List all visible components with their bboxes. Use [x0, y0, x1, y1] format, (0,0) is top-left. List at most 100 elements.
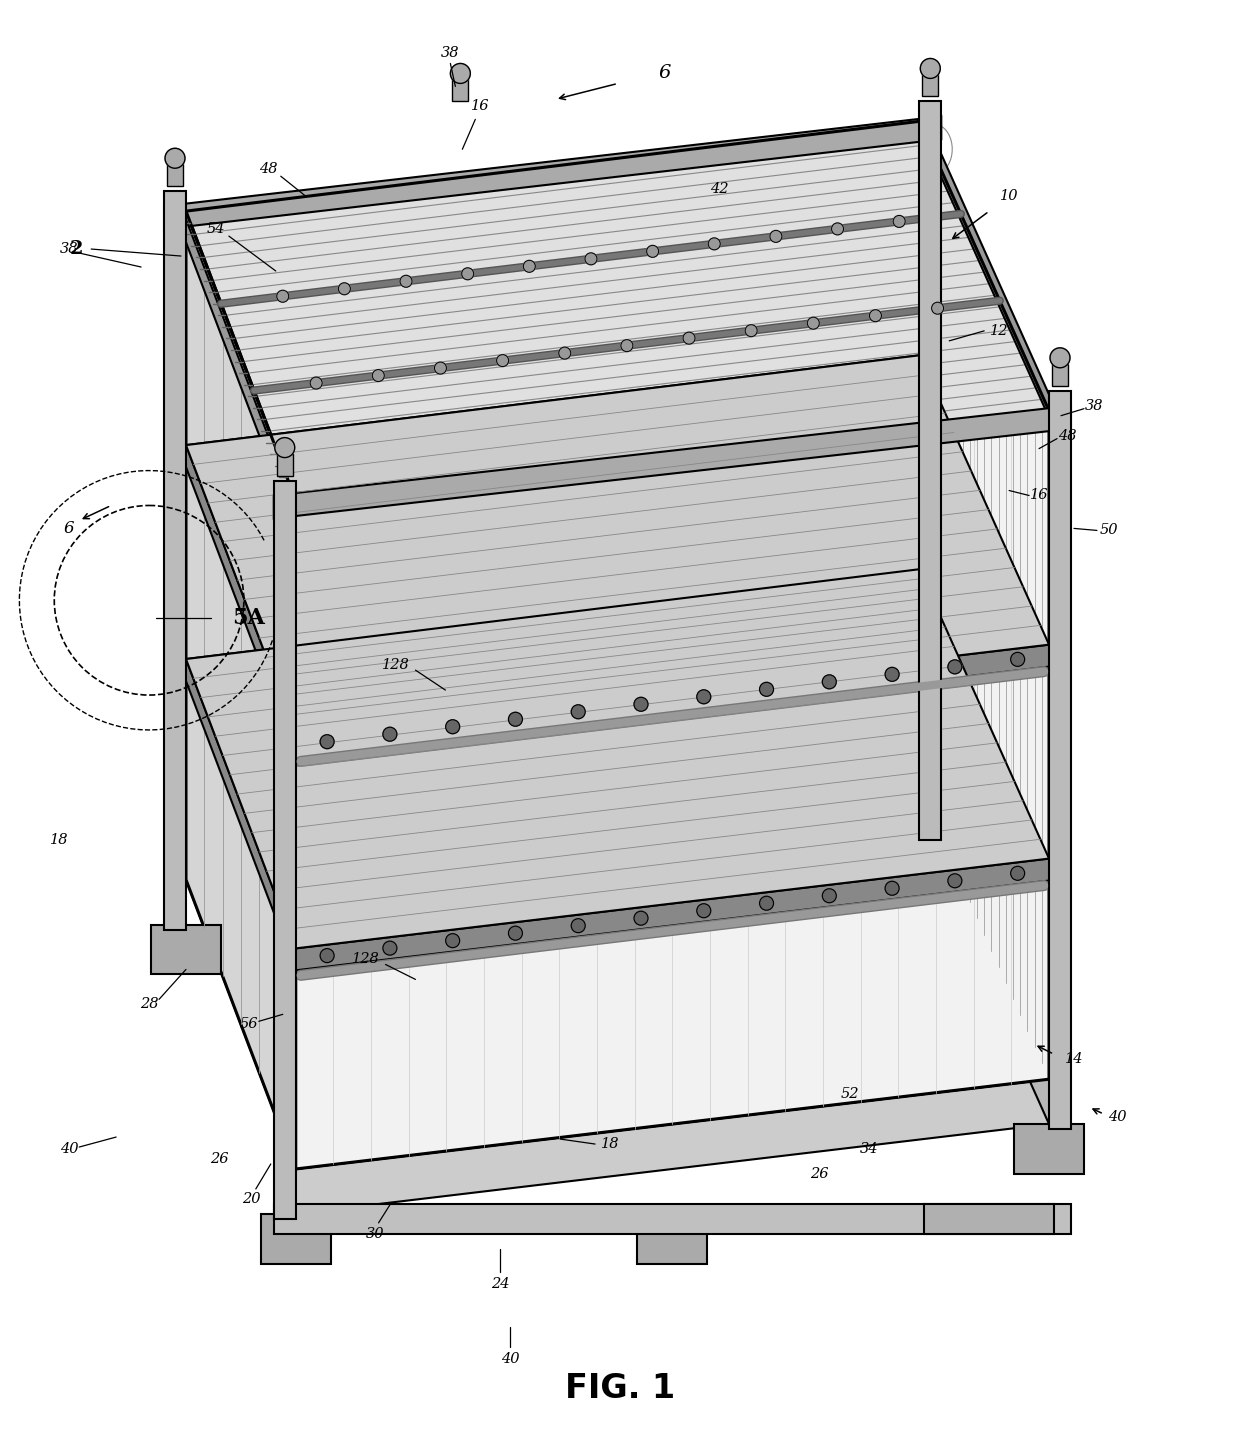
Polygon shape: [295, 645, 1049, 756]
Polygon shape: [295, 410, 1049, 1169]
Polygon shape: [186, 211, 295, 1169]
Circle shape: [401, 275, 412, 287]
Polygon shape: [919, 102, 941, 840]
Polygon shape: [186, 356, 919, 467]
Circle shape: [931, 303, 944, 314]
Circle shape: [310, 377, 322, 389]
Polygon shape: [186, 660, 295, 971]
Polygon shape: [151, 925, 221, 975]
Text: 28: 28: [140, 998, 159, 1011]
Polygon shape: [186, 356, 1049, 734]
Polygon shape: [186, 790, 1049, 1169]
Circle shape: [770, 231, 782, 242]
Circle shape: [508, 926, 522, 941]
Circle shape: [634, 911, 649, 925]
Text: 38: 38: [60, 242, 78, 257]
Text: FIG. 1: FIG. 1: [565, 1372, 675, 1405]
Circle shape: [585, 252, 596, 265]
Circle shape: [885, 667, 899, 681]
Circle shape: [320, 734, 334, 749]
Circle shape: [572, 919, 585, 932]
Polygon shape: [167, 165, 184, 186]
Text: 12: 12: [990, 324, 1008, 338]
Polygon shape: [295, 859, 1049, 971]
Polygon shape: [277, 453, 293, 476]
Circle shape: [445, 934, 460, 948]
Circle shape: [822, 675, 836, 688]
Circle shape: [708, 238, 720, 250]
Polygon shape: [164, 191, 186, 929]
Text: 42: 42: [711, 182, 729, 196]
Text: 48: 48: [259, 162, 278, 176]
Polygon shape: [919, 790, 1049, 1124]
Circle shape: [621, 340, 632, 351]
Circle shape: [572, 704, 585, 718]
Circle shape: [822, 889, 836, 903]
Polygon shape: [186, 122, 1049, 500]
Polygon shape: [274, 406, 1071, 519]
Text: 128: 128: [382, 658, 409, 673]
Circle shape: [445, 720, 460, 734]
Polygon shape: [453, 79, 469, 102]
Text: 6: 6: [658, 65, 671, 82]
Polygon shape: [1052, 364, 1068, 386]
Polygon shape: [274, 1205, 1071, 1233]
Circle shape: [496, 354, 508, 367]
Circle shape: [320, 949, 334, 962]
Text: 38: 38: [441, 46, 460, 60]
Text: 128: 128: [352, 952, 379, 967]
Circle shape: [745, 324, 758, 337]
Circle shape: [646, 245, 658, 257]
Circle shape: [275, 437, 295, 457]
Text: 48: 48: [1058, 429, 1076, 443]
Circle shape: [559, 347, 570, 358]
Circle shape: [383, 727, 397, 741]
Circle shape: [634, 697, 649, 711]
Circle shape: [869, 310, 882, 321]
Polygon shape: [923, 75, 939, 96]
Polygon shape: [884, 835, 955, 885]
Circle shape: [920, 59, 940, 79]
Circle shape: [683, 333, 694, 344]
Text: 56: 56: [239, 1017, 258, 1031]
Text: 54: 54: [207, 222, 226, 237]
Text: 6: 6: [64, 521, 74, 536]
Polygon shape: [919, 122, 1049, 1080]
Circle shape: [893, 215, 905, 228]
Polygon shape: [295, 1080, 1049, 1215]
Circle shape: [508, 713, 522, 726]
Text: 18: 18: [50, 833, 68, 846]
Circle shape: [807, 317, 820, 330]
Polygon shape: [186, 569, 1049, 948]
Circle shape: [165, 148, 185, 168]
Text: 10: 10: [999, 189, 1018, 204]
Text: 16: 16: [1029, 489, 1048, 502]
Circle shape: [434, 363, 446, 374]
Circle shape: [760, 896, 774, 911]
Text: 24: 24: [491, 1276, 510, 1291]
Text: 16: 16: [471, 99, 490, 113]
Text: 18: 18: [600, 1137, 619, 1152]
Circle shape: [947, 660, 962, 674]
Text: 26: 26: [210, 1152, 228, 1166]
Circle shape: [832, 222, 843, 235]
Circle shape: [947, 873, 962, 888]
Circle shape: [697, 903, 711, 918]
Circle shape: [372, 370, 384, 381]
Text: 34: 34: [861, 1141, 879, 1156]
Circle shape: [450, 63, 470, 83]
Text: 40: 40: [60, 1141, 78, 1156]
Circle shape: [523, 261, 536, 272]
Circle shape: [1011, 652, 1024, 667]
Text: 52: 52: [841, 1087, 859, 1101]
Polygon shape: [924, 116, 1054, 429]
Polygon shape: [274, 480, 295, 1219]
Text: 40: 40: [1107, 1110, 1126, 1124]
Polygon shape: [186, 569, 919, 681]
Circle shape: [383, 941, 397, 955]
Circle shape: [461, 268, 474, 280]
Circle shape: [885, 882, 899, 895]
Polygon shape: [260, 1215, 331, 1263]
Text: 40: 40: [501, 1352, 520, 1365]
Polygon shape: [181, 206, 290, 519]
